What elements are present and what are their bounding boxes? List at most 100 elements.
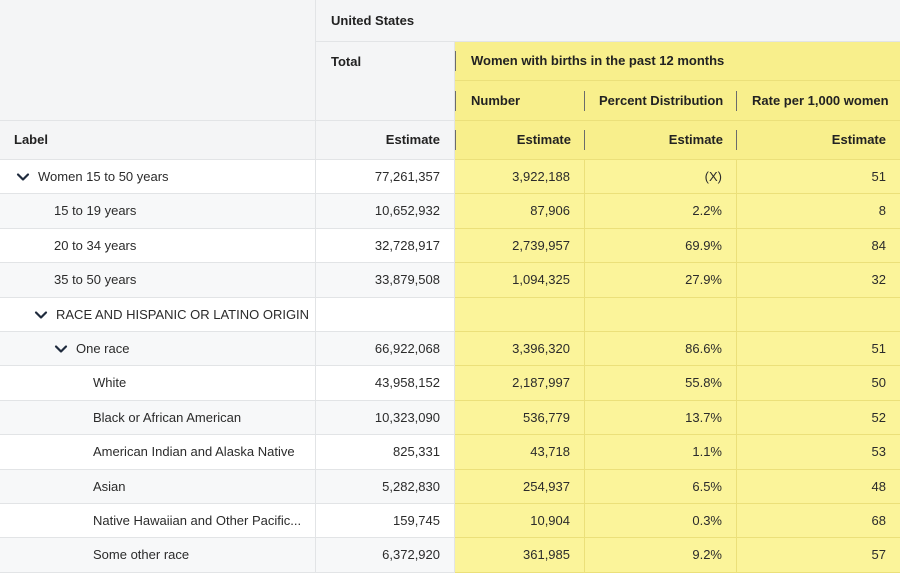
header-rate[interactable]: Rate per 1,000 women: [737, 81, 900, 121]
percent-estimate-cell: (X): [585, 160, 737, 194]
row-label-cell: 15 to 19 years: [0, 194, 316, 229]
percent-estimate-cell: 69.9%: [585, 229, 737, 263]
header-total[interactable]: Total: [316, 42, 455, 121]
header-geography[interactable]: United States: [316, 0, 900, 42]
estimate-value: 52: [871, 409, 886, 425]
column-separator[interactable]: [736, 130, 737, 150]
header-group[interactable]: Women with births in the past 12 months: [455, 42, 900, 81]
estimate-value: (X): [704, 168, 722, 184]
header-rate-estimate[interactable]: Estimate: [737, 121, 900, 160]
estimate-value: 536,779: [523, 409, 570, 425]
row-label: 20 to 34 years: [54, 237, 137, 253]
number-estimate-cell: 87,906: [455, 194, 585, 229]
rate-estimate-cell: 53: [737, 435, 900, 470]
number-estimate-cell: 1,094,325: [455, 263, 585, 298]
number-estimate-cell: 3,922,188: [455, 160, 585, 194]
estimate-value: 53: [871, 444, 886, 459]
column-separator[interactable]: [584, 130, 585, 150]
row-label-cell: Native Hawaiian and Other Pacific...: [0, 504, 316, 538]
row-label-cell: Black or African American: [0, 401, 316, 435]
percent-estimate-cell: [585, 298, 737, 332]
row-label-cell[interactable]: Women 15 to 50 years: [0, 160, 316, 194]
number-estimate-cell: 2,739,957: [455, 229, 585, 263]
percent-estimate-cell: 55.8%: [585, 366, 737, 401]
row-label: RACE AND HISPANIC OR LATINO ORIGIN: [56, 306, 310, 322]
estimate-value: 57: [871, 547, 886, 562]
total-estimate-cell: [316, 298, 455, 332]
rate-estimate-cell: 51: [737, 332, 900, 366]
total-estimate-cell: 66,922,068: [316, 332, 455, 366]
header-estimate-label: Estimate: [516, 132, 571, 147]
header-label[interactable]: Label: [0, 121, 316, 160]
header-corner: [0, 0, 316, 121]
estimate-value: 55.8%: [685, 375, 722, 390]
total-estimate-cell: 10,323,090: [316, 401, 455, 435]
estimate-value: 6.5%: [692, 478, 722, 494]
total-estimate-cell: 825,331: [316, 435, 455, 470]
estimate-value: 32,728,917: [374, 237, 440, 253]
chevron-down-icon[interactable]: [16, 170, 30, 184]
estimate-value: 361,985: [523, 547, 570, 562]
row-label-cell: 20 to 34 years: [0, 229, 316, 263]
estimate-value: 87,906: [530, 203, 570, 218]
row-label-cell: Asian: [0, 470, 316, 504]
estimate-value: 48: [871, 478, 886, 494]
row-label: White: [93, 375, 127, 390]
header-number-label: Number: [471, 92, 521, 108]
estimate-value: 1,094,325: [512, 272, 570, 287]
estimate-value: 43,958,152: [374, 375, 440, 390]
number-estimate-cell: 3,396,320: [455, 332, 585, 366]
rate-estimate-cell: [737, 298, 900, 332]
estimate-value: 6,372,920: [382, 547, 440, 562]
header-percent[interactable]: Percent Distribution: [585, 81, 737, 121]
total-estimate-cell: 10,652,932: [316, 194, 455, 229]
header-number[interactable]: Number: [455, 81, 585, 121]
estimate-value: 77,261,357: [374, 168, 440, 184]
rate-estimate-cell: 84: [737, 229, 900, 263]
rate-estimate-cell: 32: [737, 263, 900, 298]
row-label-cell[interactable]: One race: [0, 332, 316, 366]
header-estimate-label: Estimate: [668, 132, 723, 147]
estimate-value: 33,879,508: [374, 272, 440, 287]
rate-estimate-cell: 51: [737, 160, 900, 194]
header-percent-estimate[interactable]: Estimate: [585, 121, 737, 160]
header-total-label: Total: [331, 54, 362, 69]
estimate-value: 0.3%: [692, 512, 722, 528]
estimate-value: 50: [871, 375, 886, 390]
header-total-estimate[interactable]: Estimate: [316, 121, 455, 160]
rate-estimate-cell: 8: [737, 194, 900, 229]
header-percent-label: Percent Distribution: [599, 92, 724, 108]
column-separator[interactable]: [455, 130, 456, 150]
percent-estimate-cell: 86.6%: [585, 332, 737, 366]
header-rate-label: Rate per 1,000 women: [752, 92, 889, 108]
chevron-down-icon[interactable]: [34, 308, 48, 322]
estimate-value: 13.7%: [685, 409, 722, 425]
percent-estimate-cell: 6.5%: [585, 470, 737, 504]
column-separator[interactable]: [736, 91, 737, 111]
estimate-value: 66,922,068: [374, 340, 440, 356]
row-label-cell[interactable]: RACE AND HISPANIC OR LATINO ORIGIN: [0, 298, 316, 332]
rate-estimate-cell: 50: [737, 366, 900, 401]
chevron-down-icon[interactable]: [54, 342, 68, 356]
header-label-text: Label: [14, 132, 48, 147]
header-number-estimate[interactable]: Estimate: [455, 121, 585, 160]
total-estimate-cell: 32,728,917: [316, 229, 455, 263]
number-estimate-cell: 10,904: [455, 504, 585, 538]
column-separator[interactable]: [455, 51, 456, 71]
estimate-value: 2,739,957: [512, 237, 570, 253]
estimate-value: 3,396,320: [512, 340, 570, 356]
estimate-value: 86.6%: [685, 340, 722, 356]
row-label: One race: [76, 340, 130, 356]
column-separator[interactable]: [455, 91, 456, 111]
number-estimate-cell: 2,187,997: [455, 366, 585, 401]
row-label: Asian: [93, 478, 126, 494]
percent-estimate-cell: 27.9%: [585, 263, 737, 298]
total-estimate-cell: 6,372,920: [316, 538, 455, 573]
column-separator[interactable]: [584, 91, 585, 111]
estimate-value: 68: [871, 512, 886, 528]
estimate-value: 32: [871, 272, 886, 287]
header-estimate-label: Estimate: [385, 132, 440, 147]
estimate-value: 10,323,090: [374, 409, 440, 425]
header-group-label: Women with births in the past 12 months: [471, 53, 725, 68]
estimate-value: 27.9%: [685, 272, 722, 287]
